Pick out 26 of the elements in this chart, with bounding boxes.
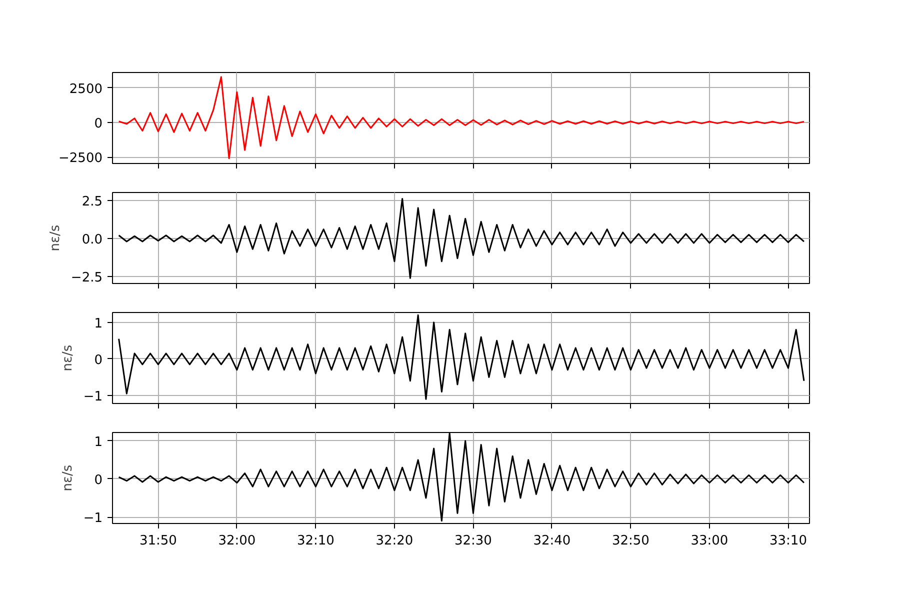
y-tick-label: 1: [94, 316, 103, 332]
y-axis-title: nε/s: [60, 344, 76, 372]
y-axis-title: nε/s: [48, 224, 63, 252]
y-tick-label: 2.5: [82, 194, 103, 210]
x-tick-label: 32:00: [218, 534, 256, 548]
y-tick-label: 0.0: [82, 232, 103, 248]
y-axis-title: nε/s: [60, 464, 76, 492]
x-tick-label: 32:50: [612, 534, 650, 548]
y-tick-label: 0: [94, 472, 103, 488]
x-tick-label: 33:10: [770, 534, 807, 548]
y-tick-label: 0: [94, 116, 103, 132]
y-tick-label: −2500: [58, 151, 103, 166]
y-tick-label: 1: [94, 434, 103, 450]
x-tick-label: 31:50: [139, 534, 177, 548]
line-series: [118, 76, 805, 160]
y-tick-label: 0: [94, 352, 103, 368]
x-tick-label: 32:20: [376, 534, 414, 548]
y-tick-label: −2.5: [70, 270, 103, 286]
x-tick-label: 32:30: [454, 534, 492, 548]
x-tick-label: 33:00: [690, 534, 728, 548]
y-tick-label: −1: [83, 511, 103, 526]
x-tick-label: 32:40: [533, 534, 571, 548]
y-tick-label: 2500: [69, 82, 103, 97]
x-tick-label: 32:10: [296, 534, 334, 548]
y-tick-label: −1: [83, 389, 103, 404]
line-series: [118, 198, 805, 279]
